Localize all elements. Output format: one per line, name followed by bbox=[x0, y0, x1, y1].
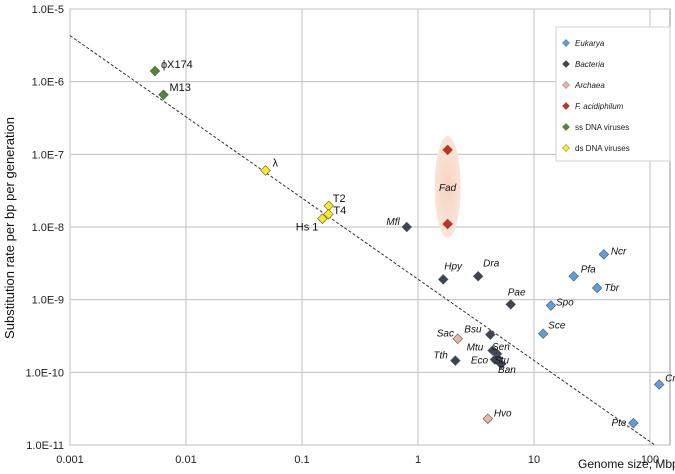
legend-marker bbox=[562, 81, 570, 89]
legend-marker bbox=[562, 102, 570, 110]
point-mfl bbox=[401, 221, 412, 233]
point-spo bbox=[545, 300, 557, 311]
point-label: Tbr bbox=[604, 283, 620, 294]
point-t4 bbox=[323, 208, 334, 220]
y-tick-label: 1.0E-5 bbox=[32, 4, 64, 16]
x-tick-label: 100 bbox=[641, 454, 659, 466]
point-pfa bbox=[568, 271, 579, 282]
point-sac bbox=[452, 333, 463, 344]
y-tick-label: 1.0E-9 bbox=[32, 295, 64, 307]
point-label: Mtu bbox=[467, 342, 484, 353]
legend-label: Eukarya bbox=[575, 39, 605, 48]
legend-label: ss DNA viruses bbox=[575, 123, 629, 132]
point-pte bbox=[628, 417, 639, 429]
point-hvo bbox=[482, 413, 494, 424]
point-label: Stu bbox=[494, 356, 509, 367]
grid-lines bbox=[69, 8, 670, 446]
point-label: Eco bbox=[471, 356, 489, 367]
point-label: Hs 1 bbox=[296, 222, 319, 234]
point-labels: Fad Ncr Pfa Tbr Spo Sce Cre Pte Mfl Hpy Dra Pae Bsu M… bbox=[161, 59, 675, 429]
legend-label: Bacteria bbox=[575, 60, 605, 69]
legend-box bbox=[555, 26, 671, 162]
point-ncr bbox=[598, 249, 610, 260]
point-hpy bbox=[438, 274, 449, 285]
legend-label: Archaea bbox=[574, 81, 605, 90]
x-tick-label: 0.01 bbox=[175, 454, 196, 466]
point-label: M13 bbox=[170, 82, 191, 94]
point-label: Sen bbox=[492, 342, 510, 353]
point-label: Spo bbox=[556, 298, 574, 309]
point-f-acidiphilum bbox=[442, 218, 453, 230]
point-label: Sac bbox=[437, 329, 454, 340]
legend-marker bbox=[562, 144, 570, 152]
x-tick-label: 1 bbox=[415, 454, 421, 466]
point-label: Cre bbox=[665, 374, 675, 385]
point-tth bbox=[450, 355, 461, 366]
point-label: Hpy bbox=[444, 261, 463, 272]
point-m13 bbox=[158, 89, 169, 101]
y-tick-label: 1.0E-10 bbox=[25, 367, 64, 379]
point-label: Pae bbox=[508, 287, 526, 298]
y-tick-label: 1.0E-8 bbox=[32, 222, 64, 234]
point-label: Tth bbox=[433, 351, 448, 362]
point-label: Ban bbox=[498, 365, 516, 376]
point-label: Pfa bbox=[581, 264, 596, 275]
point-label: Dra bbox=[483, 258, 500, 269]
trend-line-group bbox=[69, 35, 656, 446]
y-tick-label: 1.0E-6 bbox=[32, 77, 64, 89]
point-sce bbox=[537, 328, 549, 339]
fad-highlight bbox=[434, 135, 461, 238]
legend-marker bbox=[562, 123, 570, 131]
point-label: T2 bbox=[333, 193, 346, 205]
point-label: λ bbox=[273, 157, 279, 169]
point-tbr bbox=[591, 282, 603, 294]
fad-label: Fad bbox=[439, 183, 457, 194]
point-ϕx174 bbox=[149, 65, 161, 77]
y-tick-label: 1.0E-11 bbox=[26, 440, 64, 452]
point-label: Pte bbox=[611, 418, 626, 429]
point-eco bbox=[489, 354, 501, 365]
point-bsu bbox=[485, 329, 496, 340]
point-pae bbox=[505, 299, 516, 310]
x-tick-label: 0.1 bbox=[294, 454, 309, 466]
point-cre bbox=[653, 379, 665, 390]
point-f-acidiphilum bbox=[442, 144, 453, 156]
point-label: Sce bbox=[548, 321, 566, 332]
point-label: ϕX174 bbox=[161, 59, 193, 71]
x-axis-label: Genome size, Mbp bbox=[578, 457, 675, 471]
x-tick-label: 10 bbox=[528, 454, 540, 466]
legend-marker bbox=[562, 60, 570, 68]
point-dra bbox=[472, 271, 484, 282]
point-label: Mfl bbox=[386, 217, 400, 228]
point-hs-1 bbox=[317, 213, 328, 224]
trend-line bbox=[69, 35, 656, 446]
data-points bbox=[149, 65, 665, 429]
point-label: Hvo bbox=[494, 409, 512, 420]
axis-ticks: 0.001 0.01 0.1 1 10 100 1.0E-5 1.0E-6 1.0E-7 1.0E… bbox=[25, 4, 659, 466]
legend-label: ds DNA viruses bbox=[575, 144, 630, 153]
point-label: Ncr bbox=[611, 246, 627, 257]
fad-ellipse bbox=[434, 135, 461, 238]
legend-marker bbox=[562, 39, 570, 47]
y-tick-label: 1.0E-7 bbox=[32, 149, 64, 161]
y-axis-label: Substitution rate per bp per generation bbox=[2, 117, 17, 339]
legend: Eukarya Bacteria Archaea F. acidiphilum ss D… bbox=[555, 26, 671, 162]
point-label: T4 bbox=[333, 205, 346, 217]
legend-label: F. acidiphilum bbox=[575, 102, 624, 111]
point-λ bbox=[260, 165, 271, 176]
point-label: Bsu bbox=[464, 325, 482, 336]
point-ban bbox=[495, 358, 507, 370]
x-tick-label: 0.001 bbox=[56, 454, 84, 466]
